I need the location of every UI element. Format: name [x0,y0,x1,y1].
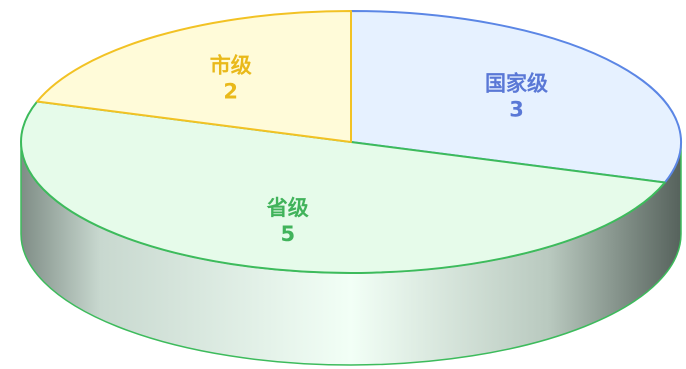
pie-slice-national [350,10,682,184]
slice-label-national: 国家级 [485,71,548,95]
slice-label-provincial: 省级 [266,196,309,220]
pie-slice-municipal [36,10,352,143]
pie-slice-provincial [20,100,666,274]
slice-label-municipal: 市级 [210,53,252,77]
pie-top [20,10,682,274]
slice-value-municipal: 2 [223,79,238,103]
slice-value-provincial: 5 [280,222,295,246]
slice-value-national: 3 [509,97,524,121]
